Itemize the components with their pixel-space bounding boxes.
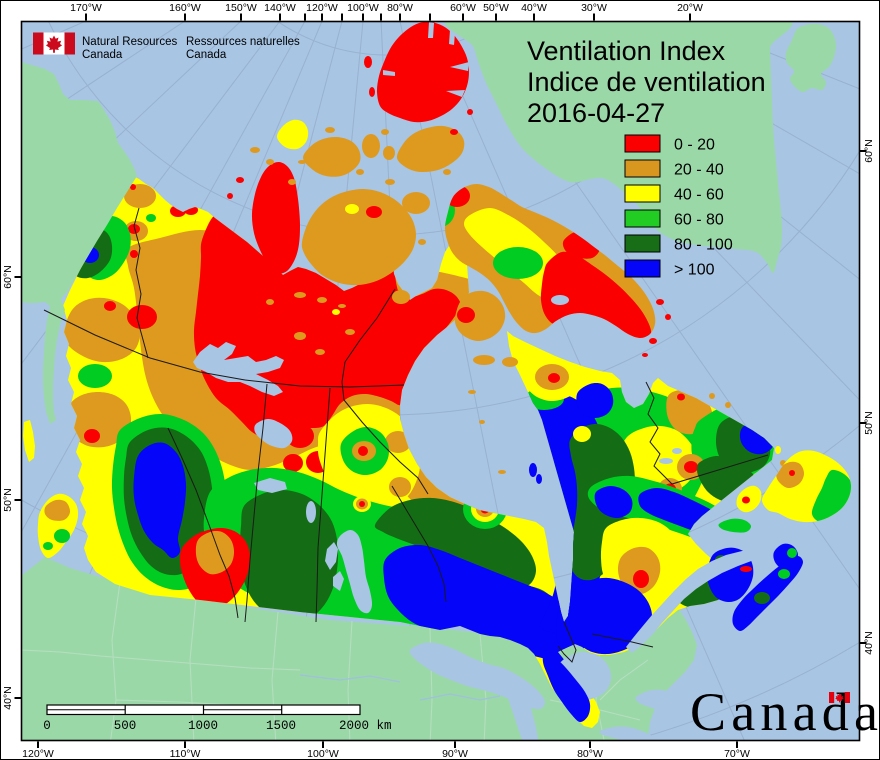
svg-text:40°N: 40°N <box>863 631 875 654</box>
svg-text:1000: 1000 <box>188 719 218 733</box>
svg-text:Canada: Canada <box>186 49 227 61</box>
svg-text:40°N: 40°N <box>2 686 14 709</box>
svg-text:80°W: 80°W <box>387 2 413 14</box>
svg-text:Ventilation Index: Ventilation Index <box>527 36 726 66</box>
svg-text:Canada: Canada <box>82 49 123 61</box>
svg-text:90°W: 90°W <box>442 748 468 760</box>
svg-text:80 - 100: 80 - 100 <box>674 237 733 254</box>
svg-text:500: 500 <box>114 719 137 733</box>
svg-text:> 100: > 100 <box>674 262 715 279</box>
svg-text:0: 0 <box>43 719 51 733</box>
svg-text:70°W: 70°W <box>724 748 750 760</box>
svg-text:1500: 1500 <box>266 719 296 733</box>
svg-text:160°W: 160°W <box>169 2 201 14</box>
svg-text:Canada: Canada <box>690 682 880 742</box>
svg-text:30°W: 30°W <box>581 2 607 14</box>
svg-text:140°W: 140°W <box>264 2 296 14</box>
svg-text:20 - 40: 20 - 40 <box>674 162 724 179</box>
svg-text:40 - 60: 40 - 60 <box>674 187 724 204</box>
svg-text:60°W: 60°W <box>450 2 476 14</box>
svg-text:150°W: 150°W <box>225 2 257 14</box>
svg-text:Ressources naturelles: Ressources naturelles <box>186 36 300 48</box>
svg-text:100°W: 100°W <box>347 2 379 14</box>
svg-text:60°N: 60°N <box>863 139 875 162</box>
svg-text:50°W: 50°W <box>483 2 509 14</box>
svg-text:80°W: 80°W <box>577 748 603 760</box>
svg-text:Natural Resources: Natural Resources <box>82 36 177 48</box>
svg-text:Indice de ventilation: Indice de ventilation <box>527 67 766 97</box>
svg-text:50°N: 50°N <box>2 488 14 511</box>
svg-text:120°W: 120°W <box>22 748 54 760</box>
svg-text:110°W: 110°W <box>170 748 201 760</box>
svg-text:40°W: 40°W <box>521 2 547 14</box>
svg-text:120°W: 120°W <box>306 2 338 14</box>
svg-text:0 - 20: 0 - 20 <box>674 137 715 154</box>
svg-text:60 - 80: 60 - 80 <box>674 212 724 229</box>
svg-text:2016-04-27: 2016-04-27 <box>527 98 665 128</box>
svg-text:60°N: 60°N <box>2 265 14 288</box>
svg-text:170°W: 170°W <box>70 2 102 14</box>
svg-text:2000 km: 2000 km <box>339 719 392 733</box>
svg-text:50°N: 50°N <box>863 411 875 434</box>
svg-text:20°W: 20°W <box>677 2 703 14</box>
svg-text:100°W: 100°W <box>307 748 339 760</box>
